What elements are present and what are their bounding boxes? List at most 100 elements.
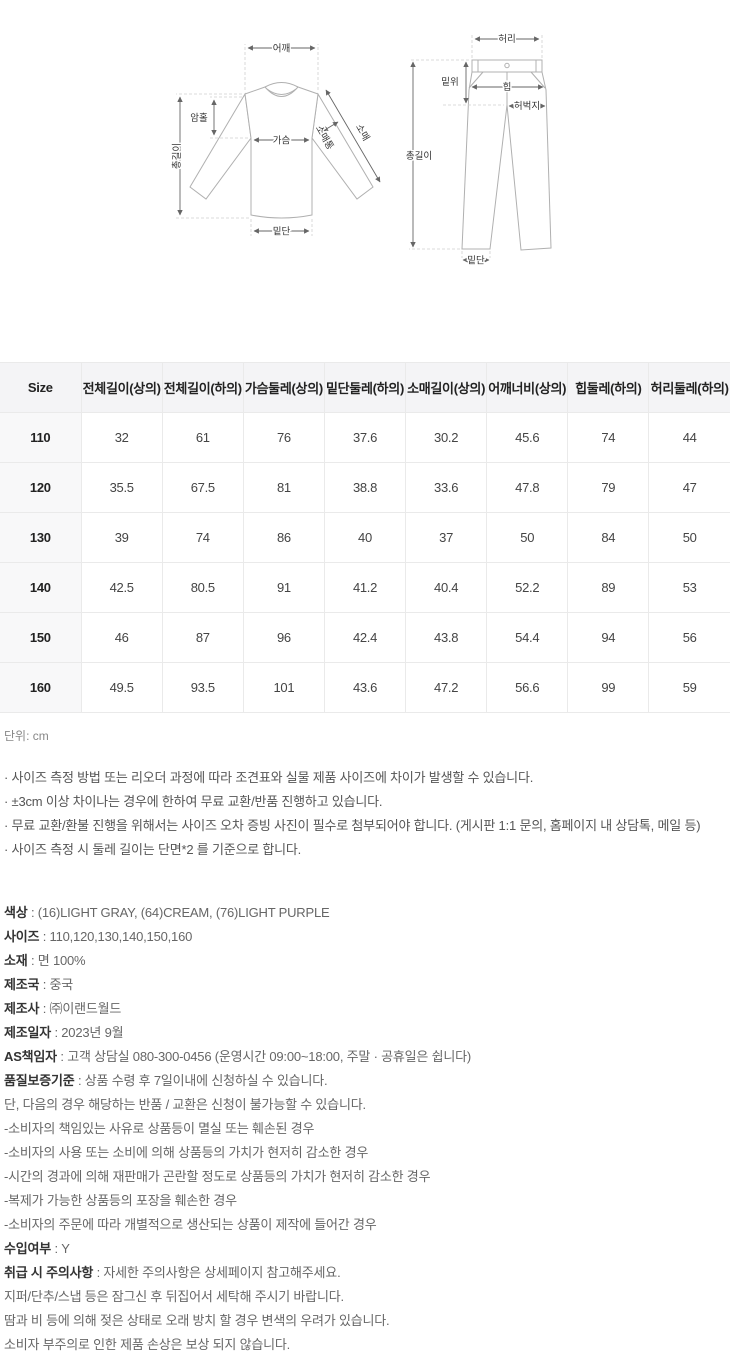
info-label: 품질보증기준 — [4, 1073, 75, 1088]
measurement-cell: 74 — [567, 412, 650, 463]
measurement-cell: 49.5 — [80, 662, 163, 713]
size-notes: · 사이즈 측정 방법 또는 리오더 과정에 따라 조견표와 실물 제품 사이즈… — [4, 771, 730, 856]
measurement-cell: 47.8 — [486, 462, 569, 513]
measurement-cell: 99 — [567, 662, 650, 713]
product-info-line: 땀과 비 등에 의해 젖은 상태로 오래 방치 할 경우 변색의 우려가 있습니… — [4, 1313, 390, 1328]
measurement-cell: 80.5 — [161, 562, 244, 613]
top-garment-diagram: 어깨 총길이 암홀 가슴 밑단 소매통 소매 — [170, 41, 381, 239]
measurement-cell: 76 — [242, 412, 325, 463]
measurement-cell: 74 — [161, 512, 244, 563]
size-cell: 110 — [0, 412, 82, 463]
measurement-cell: 89 — [567, 562, 650, 613]
product-info-line: -복제가 가능한 상품등의 포장을 훼손한 경우 — [4, 1193, 237, 1208]
unit-note: 단위: cm — [4, 729, 49, 743]
measurement-cell: 39 — [80, 512, 163, 563]
product-info-line: 수입여부 : Y — [4, 1241, 70, 1256]
measurement-cell: 93.5 — [161, 662, 244, 713]
product-info-line: -소비자의 책임있는 사유로 상품등이 멸실 또는 훼손된 경우 — [4, 1121, 315, 1136]
shirt-extension-lines — [176, 44, 319, 236]
measurement-cell: 30.2 — [405, 412, 488, 463]
measurement-cell: 40.4 — [405, 562, 488, 613]
measurement-cell: 37.6 — [323, 412, 407, 463]
header-row: Size 전체길이(상의) 전체길이(하의) 가슴둘레(상의) 밑단둘레(하의) 소매길이… — [0, 362, 730, 413]
waist-label: 허리 — [498, 34, 515, 45]
product-info-line: -소비자의 사용 또는 소비에 의해 상품등의 가치가 현저히 감소한 경우 — [4, 1145, 369, 1160]
product-info-line: 소비자 부주의로 인한 제품 손상은 보상 되지 않습니다. — [4, 1337, 291, 1352]
column-header: 가슴둘레(상의) — [242, 362, 325, 413]
product-info: 색상 : (16)LIGHT GRAY, (64)CREAM, (76)LIGH… — [4, 906, 730, 1351]
top-total-length-label: 총길이 — [171, 143, 183, 169]
measurement-cell: 42.5 — [80, 562, 163, 613]
measurement-cell: 47 — [648, 462, 730, 513]
hip-label: 힙 — [503, 82, 512, 93]
table-row: 140 42.5 80.5 91 41.2 40.4 52.2 89 53 — [0, 562, 730, 613]
measurement-cell: 37 — [405, 512, 488, 563]
measurement-cell: 91 — [242, 562, 325, 613]
size-cell: 150 — [0, 612, 82, 663]
product-info-line: AS책임자 : 고객 상담실 080-300-0456 (운영시간 09:00~… — [4, 1049, 471, 1064]
measurement-diagrams: 어깨 총길이 암홀 가슴 밑단 소매통 소매 — [0, 0, 730, 362]
measurement-cell: 32 — [80, 412, 163, 463]
armhole-label: 암홀 — [190, 112, 208, 124]
column-header: 밑단둘레(하의) — [323, 362, 407, 413]
product-info-line: 단, 다음의 경우 해당하는 반품 / 교환은 신청이 불가능할 수 있습니다. — [4, 1097, 366, 1112]
info-label: 제조사 — [4, 1001, 40, 1016]
product-info-line: 제조국 : 중국 — [4, 977, 74, 992]
size-note: · 사이즈 측정 방법 또는 리오더 과정에 따라 조견표와 실물 제품 사이즈… — [4, 770, 534, 785]
table-row: 130 39 74 86 40 37 50 84 50 — [0, 512, 730, 563]
top-hem-label: 밑단 — [273, 226, 291, 238]
measurement-cell: 38.8 — [323, 462, 407, 513]
product-info-line: 사이즈 : 110,120,130,140,150,160 — [4, 929, 193, 944]
size-note: · 사이즈 측정 시 둘레 길이는 단면*2 를 기준으로 합니다. — [4, 842, 302, 857]
product-info-line: 품질보증기준 : 상품 수령 후 7일이내에 신청하실 수 있습니다. — [4, 1073, 328, 1088]
info-label: 소재 — [4, 953, 28, 968]
product-info-line: 소재 : 면 100% — [4, 953, 86, 968]
info-label: 제조일자 — [4, 1025, 52, 1040]
measurement-cell: 43.6 — [323, 662, 407, 713]
info-label: 취급 시 주의사항 — [4, 1265, 94, 1280]
measurement-cell: 35.5 — [80, 462, 163, 513]
column-header: 전체길이(하의) — [161, 362, 244, 413]
product-info-line: 제조사 : ㈜이랜드월드 — [4, 1001, 122, 1016]
product-info-line: 지퍼/단추/스냅 등은 잠그신 후 뒤집어서 세탁해 주시기 바랍니다. — [4, 1289, 344, 1304]
table-row: 160 49.5 93.5 101 43.6 47.2 56.6 99 59 — [0, 662, 730, 713]
table-row: 150 46 87 96 42.4 43.8 54.4 94 56 — [0, 612, 730, 663]
measurement-cell: 56 — [648, 612, 730, 663]
shirt-dimension-arrows — [177, 45, 381, 234]
measurement-cell: 96 — [242, 612, 325, 663]
measurement-cell: 53 — [648, 562, 730, 613]
size-cell: 140 — [0, 562, 82, 613]
size-note: · ±3cm 이상 차이나는 경우에 한하여 무료 교환/반품 진행하고 있습니… — [4, 794, 383, 809]
shirt-outline — [189, 82, 374, 219]
column-header: 어깨너비(상의) — [486, 362, 569, 413]
measurement-cell: 44 — [648, 412, 730, 463]
product-info-line: 제조일자 : 2023년 9월 — [4, 1025, 124, 1040]
size-cell: 120 — [0, 462, 82, 513]
shoulder-label: 어깨 — [273, 43, 290, 55]
product-info-line: 취급 시 주의사항 : 자세한 주의사항은 상세페이지 참고해주세요. — [4, 1265, 341, 1280]
chest-label: 가슴 — [273, 136, 291, 147]
measurement-cell: 84 — [567, 512, 650, 563]
info-label: 수입여부 — [4, 1241, 52, 1256]
info-label: 제조국 — [4, 977, 40, 992]
column-header: 허리둘레(하의) — [648, 362, 730, 413]
bottom-hem-label: 밑단 — [467, 255, 485, 267]
measurement-cell: 50 — [486, 512, 569, 563]
table-row: 120 35.5 67.5 81 38.8 33.6 47.8 79 47 — [0, 462, 730, 513]
measurement-cell: 33.6 — [405, 462, 488, 513]
info-label: 색상 — [4, 905, 28, 920]
measurement-cell: 94 — [567, 612, 650, 663]
measurement-cell: 41.2 — [323, 562, 407, 613]
pants-dimension-arrows — [410, 36, 546, 263]
measurement-cell: 46 — [80, 612, 163, 663]
measurement-cell: 86 — [242, 512, 325, 563]
measurement-cell: 81 — [242, 462, 325, 513]
measurement-cell: 47.2 — [405, 662, 488, 713]
thigh-label: 허벅지 — [514, 101, 540, 112]
table-row: 110 32 61 76 37.6 30.2 45.6 74 44 — [0, 412, 730, 463]
column-header: 소매길이(상의) — [405, 362, 488, 413]
product-info-line: 색상 : (16)LIGHT GRAY, (64)CREAM, (76)LIGH… — [4, 905, 330, 920]
info-label: 사이즈 — [4, 929, 40, 944]
measurement-cell: 40 — [323, 512, 407, 563]
column-header: 전체길이(상의) — [80, 362, 163, 413]
